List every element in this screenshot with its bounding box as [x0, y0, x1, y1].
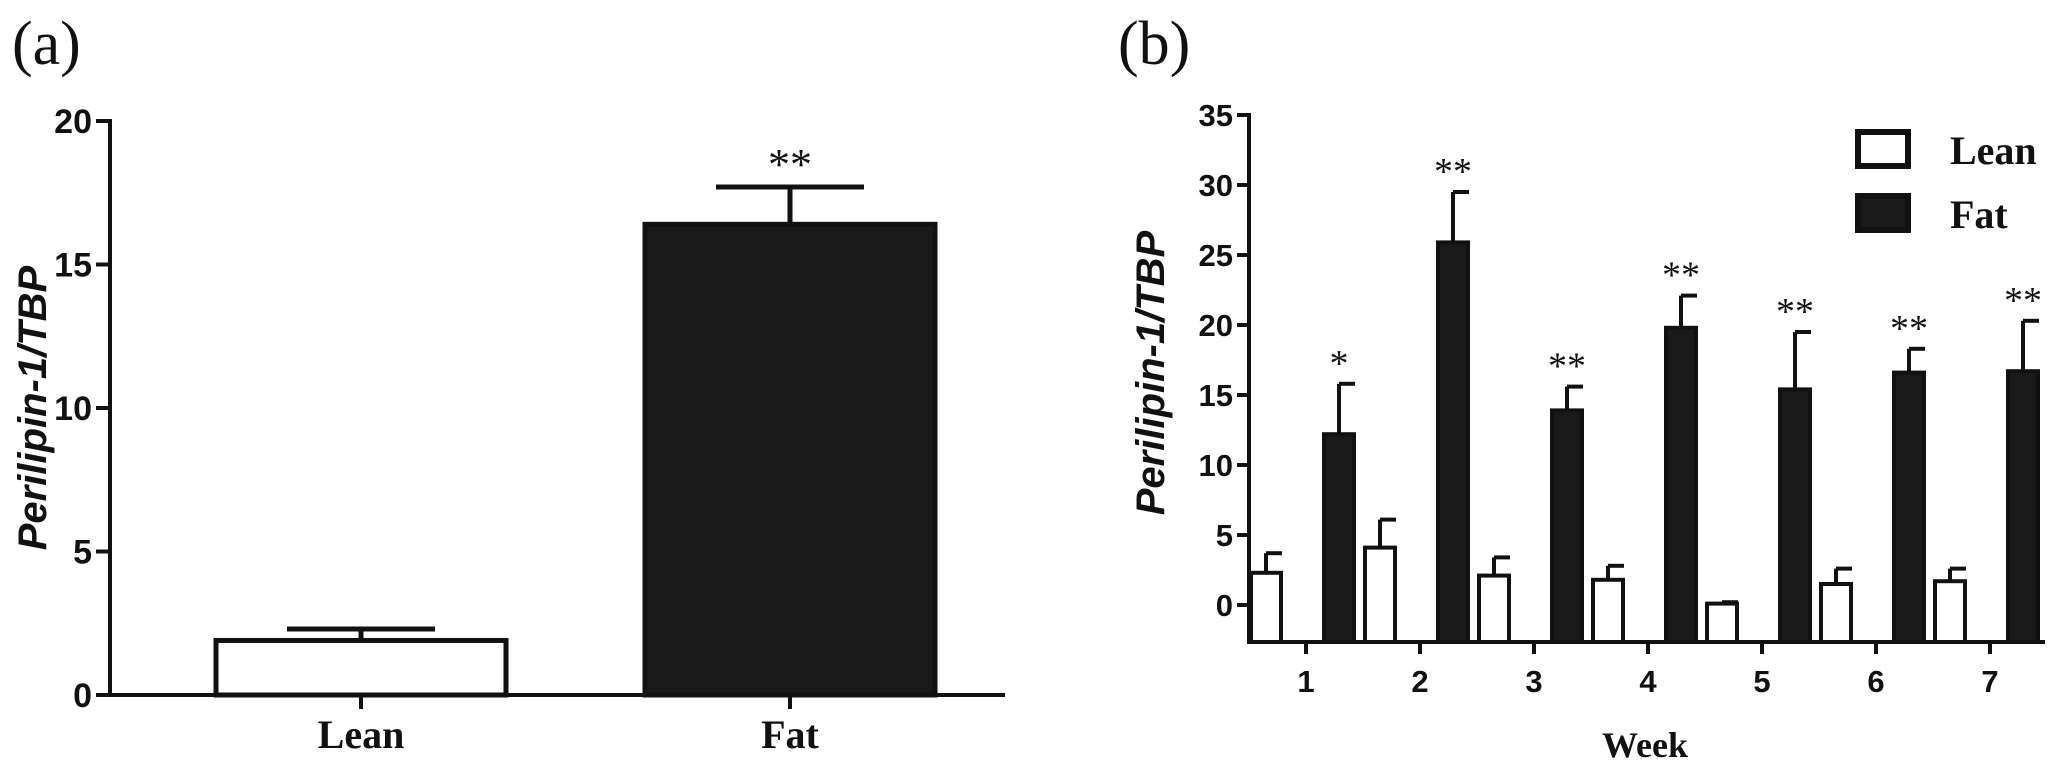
panel-b-bar-fat-week-2	[1436, 240, 1470, 644]
panel-b-y-tick-label: 20	[1199, 308, 1233, 343]
panel-a-y-tick-label: 0	[73, 677, 92, 715]
panel-b-y-tick-label: 15	[1199, 378, 1233, 413]
panel-a-significance: **	[768, 140, 812, 189]
legend-lean-label: Lean	[1950, 128, 2037, 173]
panel-b-y-tick-label: 30	[1199, 168, 1233, 203]
panel-a-category-label: Lean	[318, 712, 405, 757]
panel-b-x-tick-label: 5	[1753, 664, 1770, 699]
panel-b-y-tick-label: 35	[1199, 98, 1233, 133]
panel-b-bar-fat-week-1	[1322, 432, 1356, 645]
panel-b-bar-lean-week-7	[1933, 579, 1967, 645]
panel-b-bar-fat-week-4	[1664, 325, 1698, 644]
panel-a-y-tick-label: 15	[54, 247, 92, 285]
panel-b-significance: **	[2004, 280, 2042, 322]
panel-b-x-axis-label: Week	[1602, 725, 1688, 765]
panel-b-significance: **	[1662, 255, 1700, 297]
panel-b-significance: **	[1890, 308, 1928, 350]
panel-b-bar-fat-week-5	[1778, 387, 1812, 644]
panel-b-bar-lean-week-2	[1363, 545, 1397, 644]
panel-b-x-tick-label: 7	[1981, 664, 1998, 699]
panel-b-x-tick-label: 2	[1411, 664, 1428, 699]
panel-b-bar-lean-week-6	[1819, 582, 1853, 644]
panel-b-bar-lean-week-1	[1249, 570, 1283, 644]
panel-a: (a) Perilipin-1/TBP 0 5 10 15 20 Lean Fat **	[11, 10, 1005, 757]
panel-a-bar-fat	[642, 221, 938, 698]
panel-b-significance: **	[1776, 291, 1814, 333]
panel-b: (b) Perilipin-1/TBP Week 051015202530351…	[1118, 10, 2045, 765]
panel-b-bars: ********* ****	[1249, 151, 2042, 645]
panel-a-y-tick-label: 20	[54, 103, 92, 141]
panel-b-significance: *	[1330, 343, 1349, 385]
legend-lean-swatch	[1855, 129, 1911, 169]
panel-b-bar-lean-week-5	[1705, 601, 1739, 644]
panel-b-bar-fat-week-7	[2006, 369, 2040, 644]
panel-b-bar-fat-week-6	[1892, 370, 1926, 644]
panel-b-legend: Lean Fat	[1855, 128, 2037, 237]
panel-b-bar-fat-week-3	[1550, 408, 1584, 644]
panel-a-label: (a)	[12, 10, 81, 78]
panel-b-y-tick-label: 5	[1216, 518, 1233, 553]
panel-b-x-tick-label: 4	[1639, 664, 1657, 699]
panel-b-bar-lean-week-3	[1477, 573, 1511, 644]
panel-a-y-tick-label: 5	[73, 534, 92, 572]
panel-b-x-tick-label: 6	[1867, 664, 1884, 699]
panel-b-y-tick-label: 0	[1216, 588, 1233, 623]
panel-b-y-tick-label: 25	[1199, 238, 1233, 273]
legend-fat-label: Fat	[1950, 192, 2008, 237]
legend-fat-swatch	[1855, 193, 1911, 233]
panel-b-x-tick-label: 1	[1297, 664, 1314, 699]
panel-b-significance: **	[1434, 151, 1472, 193]
panel-b-x-tick-label: 3	[1525, 664, 1542, 699]
panel-b-y-axis-label: Perilipin-1/TBP	[1129, 230, 1173, 515]
panel-a-y-tick-label: 10	[54, 390, 92, 428]
panel-b-label: (b)	[1118, 10, 1190, 78]
panel-a-y-axis-label: Perilipin-1/TBP	[11, 265, 55, 550]
panel-a-category-label: Fat	[761, 712, 819, 757]
panel-a-bars: **	[213, 140, 938, 698]
panel-b-y-tick-label: 10	[1199, 448, 1233, 483]
panel-a-bar-lean	[213, 637, 509, 698]
panel-b-bar-lean-week-4	[1591, 577, 1625, 644]
panel-b-significance: **	[1548, 346, 1586, 388]
